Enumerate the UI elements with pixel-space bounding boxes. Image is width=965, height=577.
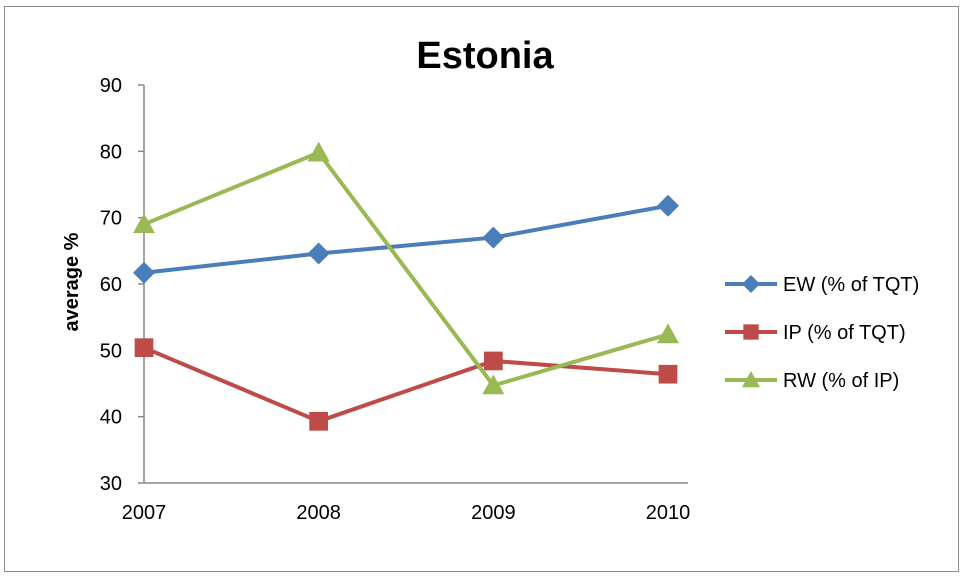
x-tick-label: 2009: [471, 502, 516, 524]
data-point-marker: [482, 374, 505, 395]
data-point-marker: [307, 141, 330, 162]
data-point-marker: [657, 194, 679, 217]
data-point-marker: [134, 338, 154, 358]
legend-label: RW (% of IP): [783, 370, 899, 392]
legend-marker: [742, 371, 760, 388]
data-point-marker: [309, 411, 329, 431]
legend-marker: [742, 275, 760, 293]
y-tick-label: 90: [100, 75, 122, 97]
x-tick-label: 2010: [646, 502, 691, 524]
y-tick-label: 30: [100, 473, 122, 495]
series-3: [133, 141, 679, 395]
data-point-marker: [133, 261, 155, 284]
x-tick-label: 2007: [122, 502, 167, 524]
y-tick-label: 50: [100, 340, 122, 362]
legend-item: EW (% of TQT): [725, 274, 919, 296]
series-line: [143, 150, 669, 388]
data-point-marker: [133, 213, 155, 234]
y-tick-label: 80: [100, 141, 122, 163]
data-point-marker: [657, 323, 679, 344]
axes: 30 40 50 60 70 80 90 2007 2008 2009 2010: [100, 75, 691, 524]
legend-label: EW (% of TQT): [783, 274, 919, 296]
x-tick-label: 2008: [296, 502, 341, 524]
series-2: [134, 338, 678, 431]
y-tick-label: 60: [100, 274, 122, 296]
data-point-marker: [482, 226, 505, 249]
y-tick-label: 40: [100, 407, 122, 429]
series-1: [133, 194, 679, 284]
series-layer: [133, 141, 679, 431]
chart-title: Estonia: [416, 35, 554, 77]
legend-marker: [743, 324, 759, 340]
y-axis-label: average %: [61, 232, 83, 331]
data-point-marker: [307, 242, 330, 265]
data-point-marker: [483, 351, 503, 371]
legend-label: IP (% of TQT): [783, 322, 906, 344]
chart-frame: [4, 6, 959, 572]
legend-item: IP (% of TQT): [725, 322, 906, 344]
legend: EW (% of TQT) IP (% of TQT) RW (% of IP): [725, 274, 919, 392]
series-line: [143, 203, 669, 275]
legend-item: RW (% of IP): [725, 370, 899, 392]
y-tick-label: 70: [100, 208, 122, 230]
series-line: [143, 345, 669, 424]
data-point-marker: [658, 364, 678, 384]
